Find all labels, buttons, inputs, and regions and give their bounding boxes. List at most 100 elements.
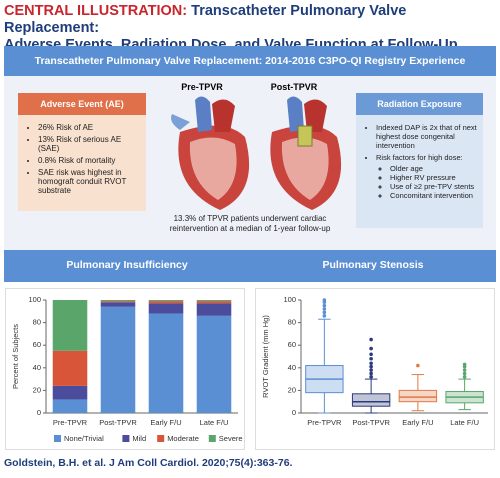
bar-segment [196,300,232,302]
y-tick-label: 20 [288,385,296,394]
bar-segment [100,302,136,307]
legend-swatch [54,435,61,442]
outlier [369,368,373,372]
bar-segment [52,300,88,351]
bar-segment [52,350,88,386]
ae-box: 26% Risk of AE 13% Risk of serious AE (SA… [18,115,146,211]
x-tick-label: Post-TPVR [99,418,137,427]
bar-segment [196,301,232,304]
outlier [369,356,373,361]
x-tick-label: Late F/U [200,418,229,427]
banner: Transcatheter Pulmonary Valve Replacemen… [4,46,496,76]
x-tick-label: Early F/U [402,418,433,427]
heart-post [270,96,342,210]
bar-segment [196,303,232,316]
ae-item: SAE risk was highest in homograft condui… [38,168,140,195]
section-band: Pulmonary Insufficiency Pulmonary Stenos… [4,250,496,282]
ae-item: 26% Risk of AE [38,123,140,132]
x-tick-label: Early F/U [150,418,181,427]
bar-segment [100,301,136,303]
legend-swatch [208,435,216,442]
radiation-item: Indexed DAP is 2x that of next highest d… [376,123,478,150]
legend-label: None/Trivial [64,434,104,443]
ae-title: Adverse Event (AE) [18,93,146,115]
outlier [322,314,327,318]
caption: 13.3% of TPVR patients underwent cardiac… [169,214,331,233]
radiation-item: Risk factors for high dose: Older ageHigh… [376,153,478,200]
outlier [322,303,327,308]
outlier [462,371,467,376]
outlier [322,310,327,315]
x-tick-label: Pre-TPVR [53,418,88,427]
outlier [462,368,467,372]
x-tick-label: Late F/U [450,418,479,427]
x-tick-label: Post-TPVR [352,418,390,427]
bar-segment [148,300,184,302]
y-tick-label: 60 [288,340,296,349]
outlier [369,364,373,369]
radiation-subitem: Higher RV pressure [390,173,478,182]
radiation-text: Risk factors for high dose: [376,153,463,162]
x-tick-label: Pre-TPVR [307,418,342,427]
box [351,393,391,407]
bar-segment [196,315,232,413]
legend-label: Moderate [167,434,199,443]
radiation-subitem: Older age [390,164,478,173]
label: CENTRAL ILLUSTRATION: [4,3,188,19]
stenosis-chart: 0 20 40 60 80 100 RVOT Gradient (mm Hg) Pre-TPV… [255,288,495,450]
radiation-subitem: Concomitant intervention [390,191,478,200]
outlier [369,371,373,376]
outlier [369,337,373,342]
outlier [369,375,373,379]
y-tick-label: 0 [292,408,296,417]
bar-segment [52,399,88,413]
outlier [322,298,327,302]
ae-item: 0.8% Risk of mortality [38,156,140,165]
radiation-subitems: Older ageHigher RV pressureUse of ≥2 pre… [376,164,478,200]
legend-label: Severe [219,434,243,443]
bar-segment [100,300,136,302]
y-tick-label: 60 [33,340,41,349]
title-line: CENTRAL ILLUSTRATION: Transcatheter Pulm… [4,3,499,37]
outlier [462,375,467,379]
title: Transcatheter Pulmonary Valve Replacemen… [4,3,407,36]
y-axis-label: Percent of Subjects [11,324,20,389]
citation: Goldstein, B.H. et al. J Am Coll Cardiol… [4,457,293,469]
legend-swatch [157,435,165,442]
y-tick-label: 80 [288,318,296,327]
legend-label: Mild [132,434,146,443]
y-tick-label: 40 [33,363,41,372]
y-tick-label: 100 [28,295,41,304]
y-tick-label: 100 [283,295,296,304]
ae-list: 26% Risk of AE 13% Risk of serious AE (SA… [26,123,140,195]
bar-segment [148,313,184,413]
insufficiency-chart: 0 20 40 60 80 100 Percent of Subjects Pre-TPVR P… [5,288,245,450]
bar-segment [100,306,136,413]
section-title: Pulmonary Insufficiency [66,259,188,271]
heart-label: Post-TPVR [270,82,318,92]
outlier [369,352,373,357]
y-tick-label: 40 [288,363,296,372]
outlier [462,362,467,367]
radiation-title: Radiation Exposure [356,93,483,115]
legend-swatch [122,435,130,442]
heart-pre [171,96,250,210]
y-tick-label: 20 [33,385,41,394]
radiation-list: Indexed DAP is 2x that of next highest d… [364,123,478,200]
y-tick-label: 80 [33,318,41,327]
box [398,389,438,403]
ae-item: 13% Risk of serious AE (SAE) [38,135,140,153]
section-title: Pulmonary Stenosis [322,259,424,271]
hearts [171,96,342,210]
outlier [322,307,327,311]
outlier [416,363,420,368]
radiation-box: Indexed DAP is 2x that of next highest d… [356,115,483,228]
radiation-subitem: Use of ≥2 pre-TPV stents [390,182,478,191]
heart-label: Pre-TPVR [181,82,223,92]
bar-segment [52,385,88,400]
y-tick-label: 0 [37,408,41,417]
y-axis-label: RVOT Gradient (mm Hg) [261,315,270,398]
radiation-text: Indexed DAP is 2x that of next highest d… [376,123,477,150]
bar-segment [148,301,184,304]
